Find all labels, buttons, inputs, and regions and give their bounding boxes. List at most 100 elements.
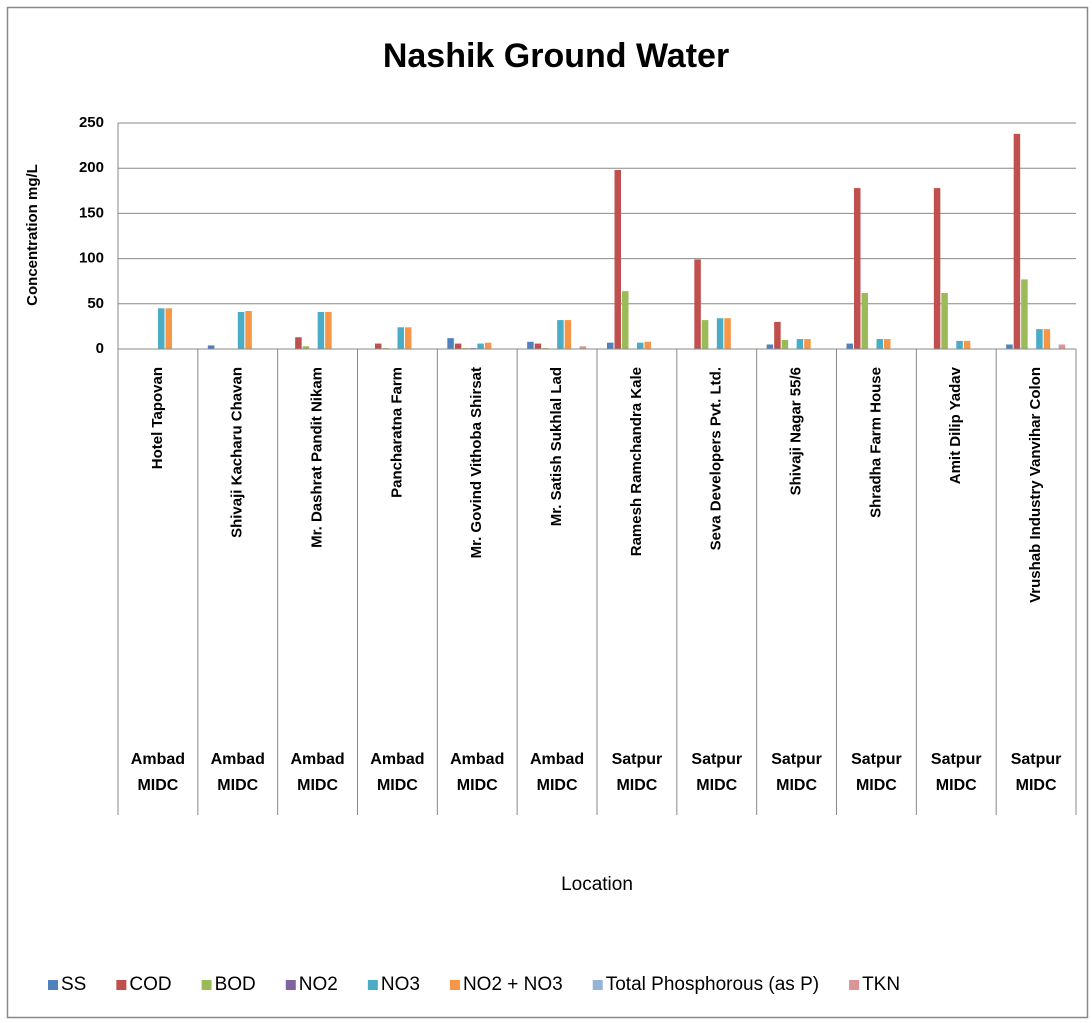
group-label: Ambad MIDC — [450, 751, 505, 794]
y-axis-label: Concentration mg/L — [24, 164, 41, 306]
bar — [963, 340, 971, 349]
bar — [724, 318, 731, 349]
x-tick-label: Mr. Satish Sukhlal Lad — [548, 367, 565, 526]
legend-swatch — [592, 980, 603, 990]
legend-swatch — [285, 980, 296, 990]
bar — [579, 346, 587, 349]
legend-label: TKN — [862, 974, 900, 995]
chart-frame — [6, 6, 1089, 1019]
legend-swatch — [201, 980, 212, 990]
bar — [484, 342, 492, 349]
bar — [564, 320, 572, 349]
bar — [804, 339, 811, 349]
bar — [1043, 329, 1051, 349]
x-tick-label: Pancharatna Farm — [388, 367, 405, 498]
bar — [861, 292, 868, 349]
bar — [1006, 344, 1013, 349]
bar — [527, 341, 534, 349]
group-label: Satpur MIDC — [851, 751, 902, 794]
group-label: Satpur MIDC — [1010, 751, 1062, 794]
x-tick-label: Hotel Tapovan — [149, 367, 166, 469]
bar — [1021, 279, 1028, 349]
legend-label: COD — [129, 974, 171, 995]
y-tick-label: 150 — [79, 204, 104, 221]
y-tick-label: 250 — [79, 114, 104, 131]
bar — [1013, 133, 1021, 349]
bar — [158, 308, 165, 349]
x-tick-label: Mr. Dashrat Pandit Nikam — [309, 367, 326, 548]
legend-label: NO2 — [299, 974, 338, 995]
bar — [941, 292, 948, 349]
bar — [477, 343, 484, 349]
bar — [766, 344, 774, 349]
group-label: Satpur MIDC — [691, 751, 743, 794]
bar — [614, 170, 621, 349]
x-tick-label: Ramesh Ramchandra Kale — [628, 367, 645, 556]
legend-label: SS — [61, 974, 86, 995]
x-tick-label: Amit Dilip Yadav — [947, 366, 964, 484]
bar — [622, 291, 629, 349]
y-tick-label: 100 — [79, 250, 104, 267]
group-label: Satpur MIDC — [611, 751, 663, 794]
bar — [884, 339, 891, 349]
bar — [317, 311, 325, 349]
bar — [245, 311, 252, 349]
bar — [716, 318, 724, 349]
bar — [295, 337, 302, 349]
bar — [165, 308, 172, 349]
bar — [637, 342, 644, 349]
chart-title: Nashik Ground Water — [383, 37, 729, 75]
legend-swatch — [449, 980, 460, 990]
x-tick-label: Shivaji Kacharu Chavan — [229, 367, 246, 538]
legend-label: NO3 — [381, 974, 420, 995]
bar — [397, 327, 404, 349]
bar — [302, 346, 310, 349]
legend-label: BOD — [215, 974, 256, 995]
bar — [694, 259, 701, 349]
bar — [644, 341, 651, 349]
x-tick-label: Seva Developers Pvt. Ltd. — [708, 367, 725, 550]
group-label: Ambad MIDC — [370, 751, 425, 794]
legend-label: Total Phosphorous (as P) — [606, 974, 819, 995]
legend-swatch — [367, 980, 378, 990]
group-label: Ambad MIDC — [290, 751, 345, 794]
y-tick-label: 200 — [79, 159, 104, 176]
bar — [607, 342, 614, 349]
bar — [237, 311, 245, 349]
bar — [557, 320, 564, 349]
legend-swatch — [48, 980, 58, 990]
group-label: Ambad MIDC — [529, 751, 585, 794]
y-tick-label: 50 — [87, 295, 104, 312]
x-tick-label: Shivaji Nagar 55/6 — [788, 367, 805, 495]
bar — [854, 188, 861, 349]
bar — [796, 339, 804, 349]
bar — [1058, 344, 1066, 349]
bar — [846, 343, 853, 349]
group-label: Ambad MIDC — [130, 751, 186, 794]
legend-label: NO2 + NO3 — [463, 974, 563, 995]
group-label: Ambad MIDC — [210, 751, 265, 794]
legend-swatch — [116, 980, 127, 990]
bar — [375, 343, 382, 349]
bar — [956, 340, 963, 349]
legend-swatch — [849, 980, 860, 990]
bar — [534, 343, 542, 349]
x-axis-label: Location — [561, 874, 633, 895]
group-label: Satpur MIDC — [930, 751, 982, 794]
bar — [325, 311, 332, 349]
bar — [447, 338, 454, 349]
x-tick-label: Shradha Farm House — [867, 367, 884, 518]
x-tick-label: Vrushab Industry Vanvihar Colon — [1027, 367, 1044, 603]
bar — [1036, 329, 1043, 349]
bar — [454, 343, 462, 349]
bar — [207, 345, 215, 349]
bar — [774, 321, 781, 349]
bar — [781, 339, 789, 349]
bar — [933, 188, 941, 349]
bar — [876, 339, 883, 349]
x-tick-label: Mr. Govind Vithoba Shirsat — [468, 367, 485, 558]
bar — [405, 327, 412, 349]
group-label: Satpur MIDC — [771, 751, 822, 794]
